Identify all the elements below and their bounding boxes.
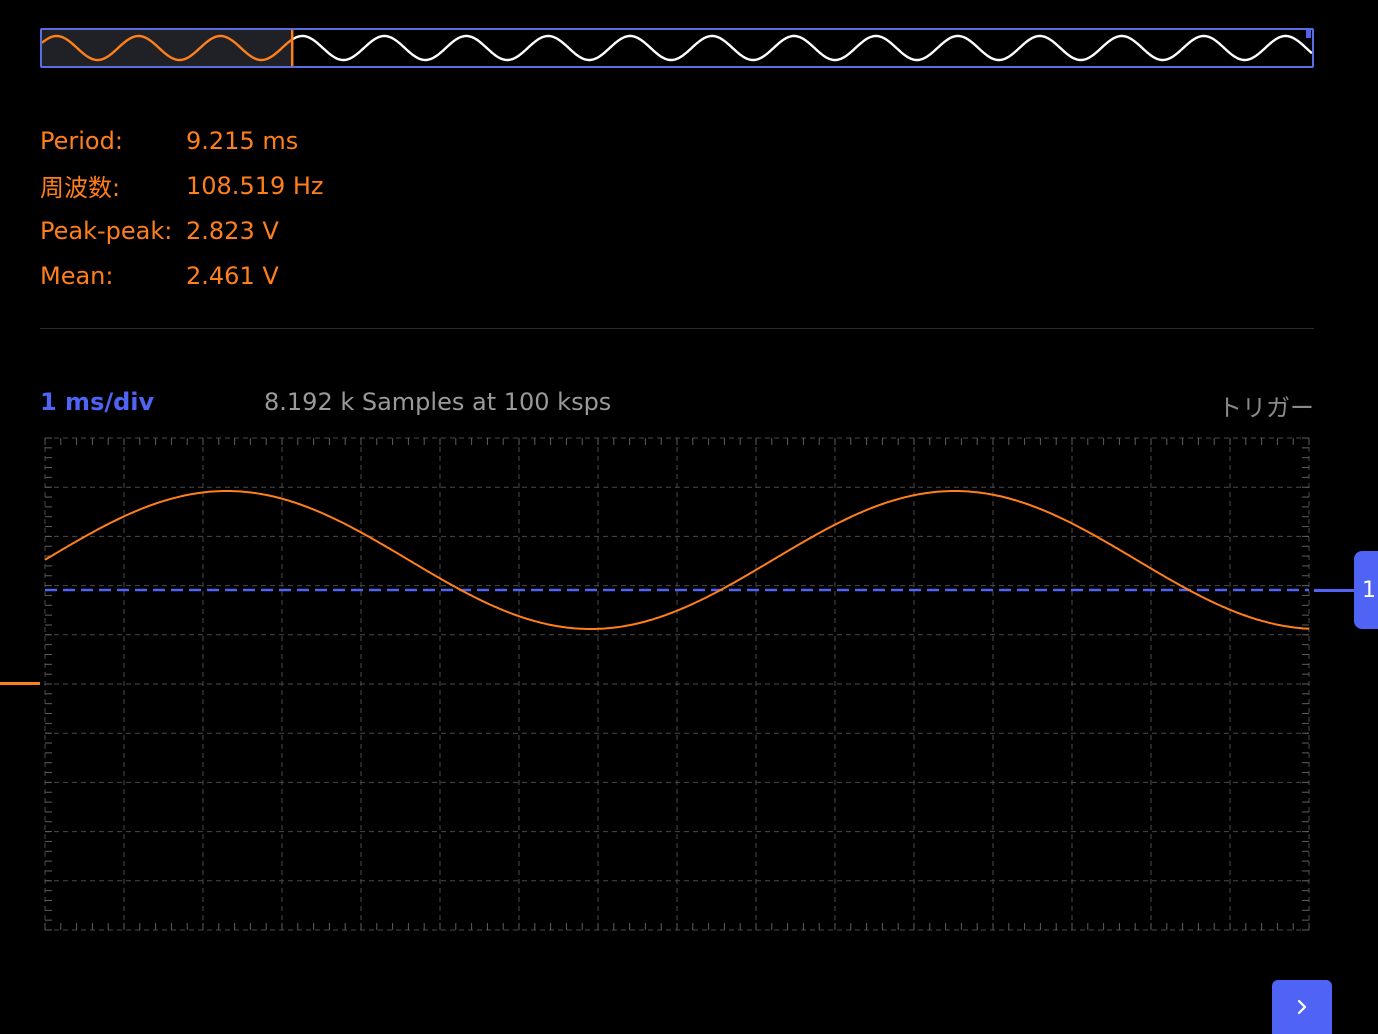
measurement-label: Mean: [40, 261, 114, 290]
channel-ground-marker[interactable] [0, 682, 40, 685]
trigger-level-line [1314, 589, 1356, 592]
measurement-mean: Mean: 2.461 V [40, 253, 324, 298]
measurement-label: 周波数: [40, 174, 121, 202]
measurements-panel: Period: 9.215 ms 周波数: 108.519 Hz Peak-pe… [40, 118, 324, 298]
measurement-value: 2.823 V [186, 216, 279, 245]
timebase-button[interactable]: 1 ms/div [40, 388, 155, 416]
measurement-value: 2.461 V [186, 261, 279, 290]
overview-waveform [42, 30, 1312, 66]
section-divider [40, 328, 1314, 329]
trigger-handle-label: 1 [1362, 577, 1376, 603]
measurement-label: Peak-peak: [40, 216, 173, 245]
measurement-peak-peak: Peak-peak: 2.823 V [40, 208, 324, 253]
measurement-label: Period: [40, 126, 123, 155]
scope-header: 1 ms/div 8.192 k Samples at 100 ksps トリガ… [40, 388, 1314, 422]
measurement-period: Period: 9.215 ms [40, 118, 324, 163]
trigger-button[interactable]: トリガー [1218, 394, 1314, 422]
waveform-overview[interactable] [40, 28, 1314, 68]
overview-end-marker [1306, 30, 1311, 38]
waveform-trace [44, 490, 1310, 630]
scope-plot[interactable] [0, 430, 1378, 940]
scope-grid [44, 437, 1310, 931]
trigger-level-handle[interactable]: 1 [1354, 551, 1378, 629]
overview-view-window[interactable] [42, 30, 293, 66]
chevron-right-icon [1297, 999, 1307, 1015]
overview-trace-visible [42, 34, 293, 62]
overview-trace [291, 34, 1312, 62]
next-button[interactable] [1272, 980, 1332, 1034]
measurement-value: 9.215 ms [186, 126, 299, 155]
measurement-value: 108.519 Hz [186, 171, 324, 200]
measurement-frequency: 周波数: 108.519 Hz [40, 163, 324, 208]
sample-info: 8.192 k Samples at 100 ksps [264, 388, 612, 416]
